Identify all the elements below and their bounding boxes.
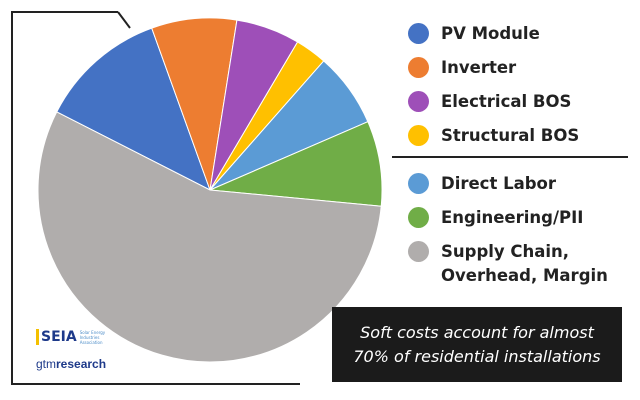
legend-swatch bbox=[408, 23, 429, 44]
legend-swatch bbox=[408, 91, 429, 112]
legend-item-supply-chain-overhead-margin: Supply Chain, Overhead, Margin bbox=[408, 240, 633, 288]
legend-group-hardware: PV Module Inverter Electrical BOS Structura… bbox=[408, 22, 633, 158]
legend-label: Structural BOS bbox=[441, 126, 580, 145]
callout-line-2: 70% of residential installations bbox=[353, 346, 601, 366]
legend-label: Electrical BOS bbox=[441, 92, 572, 111]
legend-item-engineering-pii: Engineering/PII bbox=[408, 206, 633, 230]
legend-item-pv-module: PV Module bbox=[408, 22, 633, 46]
seia-logo-subtitle: Solar Energy Industries Association bbox=[79, 329, 106, 345]
callout-line-1: Soft costs account for almost bbox=[360, 322, 594, 342]
legend-item-electrical-bos: Electrical BOS bbox=[408, 90, 633, 114]
gtm-logo-bold: research bbox=[56, 357, 107, 371]
frame-tick bbox=[117, 11, 131, 29]
legend-label: Engineering/PII bbox=[441, 208, 584, 227]
legend-swatch bbox=[408, 207, 429, 228]
pie-slice-supply-chain-overhead-margin bbox=[37, 111, 382, 363]
gtm-research-logo: gtmresearch bbox=[36, 357, 106, 371]
legend-label: Direct Labor bbox=[441, 174, 557, 193]
legend-swatch bbox=[408, 125, 429, 146]
legend-swatch bbox=[408, 241, 429, 262]
gtm-logo-light: gtm bbox=[36, 357, 57, 371]
legend-label: Supply Chain, Overhead, Margin bbox=[441, 242, 608, 285]
legend-item-inverter: Inverter bbox=[408, 56, 633, 80]
legend-swatch bbox=[408, 173, 429, 194]
pie-slice-pv-module bbox=[56, 27, 211, 192]
callout-box: Soft costs account for almost 70% of res… bbox=[332, 307, 622, 382]
legend-label: PV Module bbox=[441, 24, 540, 43]
legend-swatch bbox=[408, 57, 429, 78]
legend-group-soft-costs: Direct Labor Engineering/PII Supply Chain,… bbox=[408, 172, 633, 298]
legend-label: Inverter bbox=[441, 58, 517, 77]
seia-logo-mark: SEIA bbox=[36, 329, 77, 345]
legend-item-direct-labor: Direct Labor bbox=[408, 172, 633, 196]
frame-line bbox=[11, 11, 300, 385]
legend-item-structural-bos: Structural BOS bbox=[408, 124, 633, 148]
seia-logo: SEIA Solar Energy Industries Association bbox=[36, 329, 114, 345]
